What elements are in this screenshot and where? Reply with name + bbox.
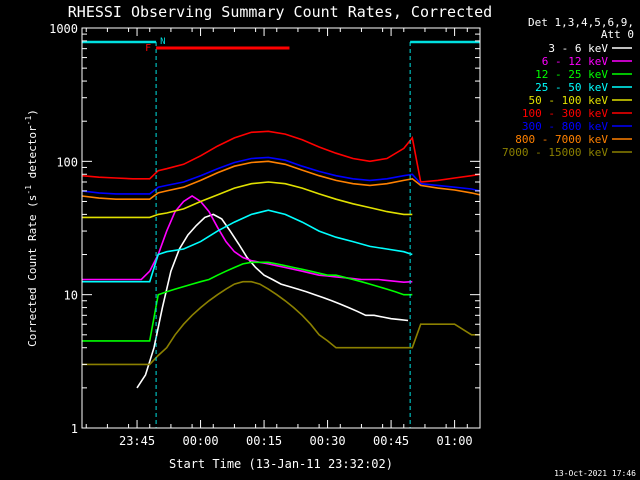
series-line-6 (81, 130, 481, 183)
legend-label-8: 800 - 7000 keV (515, 133, 608, 146)
y-axis-label-part: detector (26, 125, 39, 185)
flag-label-N: N (160, 37, 165, 47)
y-axis-label-superscript: -1 (24, 185, 33, 195)
x-tick-label: 00:30 (310, 434, 346, 448)
y-axis-label-part: Corrected Count Rate (s (26, 195, 39, 347)
x-tick-label: 00:00 (182, 434, 218, 448)
x-tick-label: 23:45 (119, 434, 155, 448)
x-tick-label: 00:15 (246, 434, 282, 448)
y-axis-ticks: 1 10 100 1000 (49, 22, 480, 436)
y-axis-label-superscript: -1 (24, 116, 33, 126)
series-layer (81, 130, 481, 389)
x-tick-label: 00:45 (373, 434, 409, 448)
y-axis-label: Corrected Count Rate (s-1 detector-1) (24, 109, 39, 347)
y-axis-label-part: ) (26, 109, 39, 116)
series-line-4 (82, 209, 413, 283)
legend-label-5: 50 - 100 keV (529, 94, 609, 107)
legend-label-3: 12 - 25 keV (535, 68, 608, 81)
legend-header-line: Det 1,3,4,5,6,9, (528, 16, 634, 29)
legend-label-7: 300 - 800 keV (522, 120, 608, 133)
series-line-5 (82, 181, 413, 219)
legend-label-2: 6 - 12 keV (542, 55, 609, 68)
x-axis-label: Start Time (13-Jan-11 23:32:02) (169, 457, 393, 471)
chart-title: RHESSI Observing Summary Count Rates, Co… (68, 3, 492, 21)
series-line-7 (81, 156, 481, 195)
y-tick-label: 1000 (49, 22, 78, 36)
x-tick-label: 01:00 (437, 434, 473, 448)
legend-label-6: 100 - 300 keV (522, 107, 608, 120)
legend-label-1: 3 - 6 keV (548, 42, 608, 55)
generation-timestamp: 13-Oct-2021 17:46 (554, 469, 636, 478)
flag-bars: FN (145, 37, 290, 54)
flag-label-F: F (145, 43, 151, 54)
legend-header-line: Att 0 (601, 28, 634, 41)
series-line-9 (82, 280, 480, 366)
x-axis-ticks: 23:45 00:00 00:15 00:30 00:45 01:00 (85, 28, 473, 448)
y-tick-label: 1 (71, 422, 78, 436)
plot-frame (81, 27, 481, 429)
series-line-8 (81, 160, 481, 200)
night-intervals (82, 40, 480, 428)
legend-label-9: 7000 - 15000 keV (502, 146, 608, 159)
series-line-1 (136, 213, 409, 389)
series-line-3 (82, 261, 413, 342)
legend-label-4: 25 - 50 keV (535, 81, 608, 94)
y-tick-label: 10 (64, 289, 78, 303)
y-tick-label: 100 (56, 155, 78, 169)
